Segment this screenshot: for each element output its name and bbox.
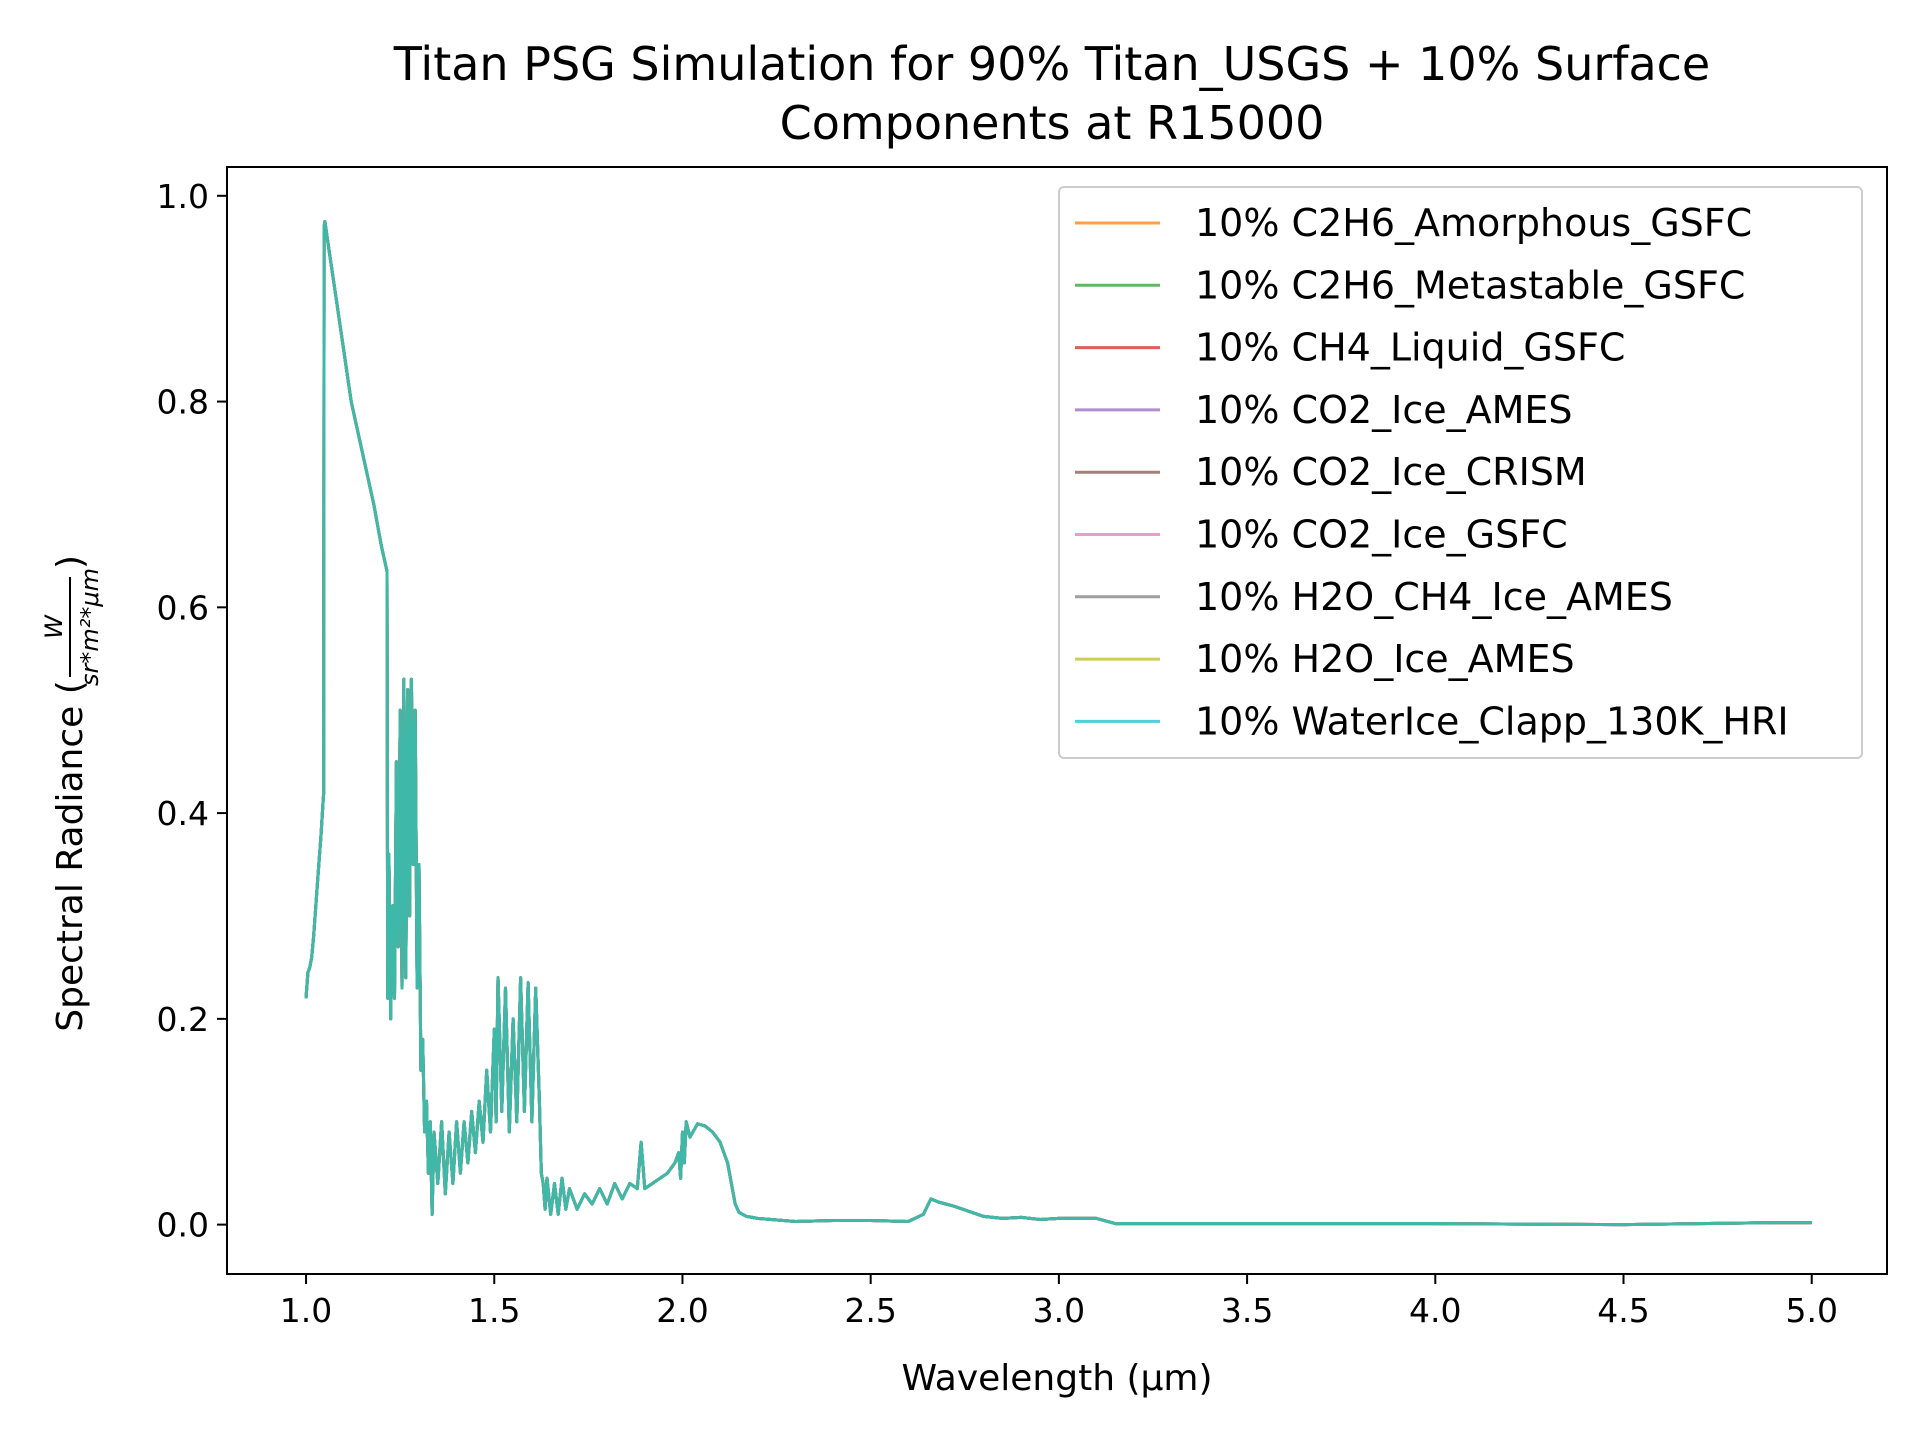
y-axis-label-close: ): [50, 555, 91, 569]
chart-title-line-2: Components at R15000: [780, 96, 1325, 150]
x-tick-label: 1.0: [280, 1291, 332, 1330]
series-line-9: [304, 220, 1812, 1227]
x-axis: 1.0 1.5 2.0 2.5 3.0 3.5 4.0 4.5 5.0: [280, 1274, 1838, 1330]
y-axis-label-numerator: W: [40, 614, 68, 639]
y-tick-label: 0.0: [157, 1206, 209, 1245]
plot-series: [304, 220, 1812, 1227]
legend: 10% C2H6_Amorphous_GSFC 10% C2H6_Metastab…: [1058, 186, 1863, 759]
x-tick-label: 2.0: [656, 1291, 708, 1330]
legend-label: 10% H2O_Ice_AMES: [1195, 637, 1575, 681]
legend-frame: [1058, 186, 1863, 759]
x-tick-label: 4.0: [1409, 1291, 1461, 1330]
plot-area-frame: [226, 166, 1888, 1275]
y-tick-label: 1.0: [157, 177, 209, 216]
legend-label: 10% CO2_Ice_CRISM: [1195, 450, 1587, 494]
y-axis: 0.0 0.2 0.4 0.6 0.8 1.0: [157, 177, 227, 1245]
chart-title-line-1: Titan PSG Simulation for 90% Titan_USGS …: [393, 37, 1711, 91]
y-tick-label: 0.8: [157, 383, 209, 422]
legend-label: 10% CO2_Ice_GSFC: [1195, 513, 1568, 557]
legend-label: 10% WaterIce_Clapp_130K_HRI: [1195, 699, 1789, 743]
y-tick-label: 0.6: [157, 588, 209, 627]
legend-label: 10% H2O_CH4_Ice_AMES: [1195, 575, 1673, 619]
legend-label: 10% C2H6_Metastable_GSFC: [1195, 263, 1745, 307]
x-tick-label: 5.0: [1785, 1291, 1837, 1330]
x-tick-label: 3.0: [1033, 1291, 1085, 1330]
legend-label: 10% C2H6_Amorphous_GSFC: [1195, 201, 1752, 245]
x-tick-label: 2.5: [844, 1291, 896, 1330]
y-axis-label-denominator: sr*m²*μm: [76, 568, 104, 686]
y-tick-label: 0.2: [157, 1000, 209, 1039]
y-tick-label: 0.4: [157, 794, 209, 833]
legend-items: 10% C2H6_Amorphous_GSFC 10% C2H6_Metastab…: [1075, 201, 1789, 743]
y-axis-label-text: Spectral Radiance (: [50, 680, 91, 1032]
legend-label: 10% CO2_Ice_AMES: [1195, 388, 1573, 432]
x-tick-label: 1.5: [468, 1291, 520, 1330]
x-tick-label: 4.5: [1597, 1291, 1649, 1330]
y-axis-label: Spectral Radiance ( W sr*m²*μm ): [40, 555, 104, 1032]
legend-label: 10% CH4_Liquid_GSFC: [1195, 326, 1625, 370]
x-axis-label: Wavelength (μm): [901, 1358, 1212, 1399]
x-tick-label: 3.5: [1221, 1291, 1273, 1330]
